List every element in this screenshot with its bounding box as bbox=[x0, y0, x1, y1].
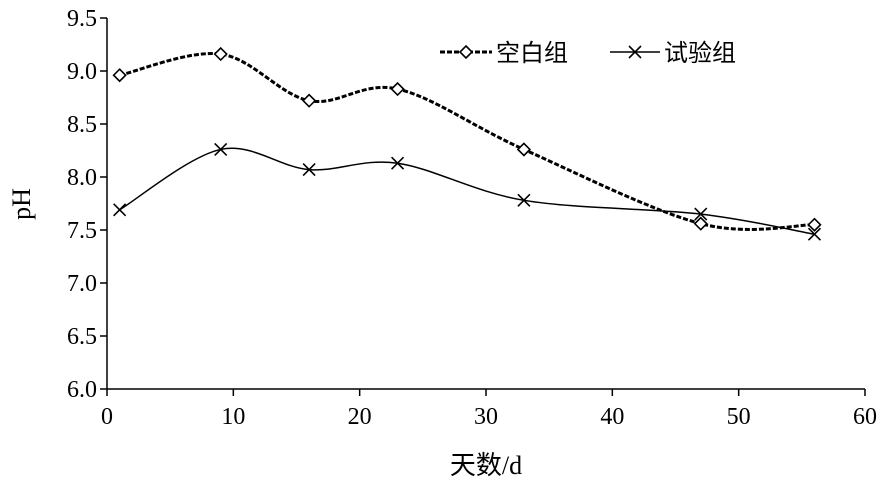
y-tick-label: 6.5 bbox=[67, 324, 97, 350]
y-tick-label: 8.0 bbox=[67, 165, 97, 191]
data-point-diamond bbox=[807, 217, 822, 232]
data-point-diamond bbox=[112, 68, 127, 83]
data-point-diamond bbox=[693, 216, 708, 231]
data-point-x bbox=[214, 142, 228, 157]
data-point-x bbox=[807, 227, 822, 241]
legend: 空白组 试验组 bbox=[440, 39, 736, 67]
data-point-diamond bbox=[213, 46, 228, 62]
data-point-x bbox=[391, 156, 405, 170]
series-layer bbox=[112, 46, 822, 241]
x-tick-label: 10 bbox=[221, 404, 245, 430]
axes bbox=[106, 18, 865, 390]
y-tick-label: 6.0 bbox=[67, 377, 97, 403]
data-point-diamond bbox=[516, 142, 532, 157]
y-tick-label: 9.0 bbox=[67, 59, 97, 85]
y-tick-label: 7.0 bbox=[67, 271, 97, 297]
x-tick-label: 20 bbox=[348, 404, 372, 430]
y-tick-label: 8.5 bbox=[67, 112, 97, 138]
series-line-1 bbox=[119, 147, 815, 235]
series-line-0 bbox=[119, 52, 815, 231]
data-point-x bbox=[694, 207, 708, 221]
y-axis-title: pH bbox=[7, 188, 36, 220]
legend-marker-x bbox=[628, 45, 642, 59]
data-point-x bbox=[517, 193, 531, 207]
data-point-x bbox=[302, 163, 316, 177]
data-point-x bbox=[113, 203, 127, 217]
data-point-diamond bbox=[302, 93, 317, 108]
x-tick-label: 30 bbox=[474, 404, 498, 430]
legend-marker-diamond bbox=[458, 44, 474, 60]
data-point-diamond bbox=[390, 81, 405, 97]
x-axis-title: 天数/d bbox=[450, 451, 522, 480]
x-tick-label: 40 bbox=[600, 404, 624, 430]
x-tick-label: 0 bbox=[101, 404, 113, 430]
x-ticks: 0 10 20 30 40 50 60 bbox=[101, 389, 877, 430]
legend-label-blank: 空白组 bbox=[496, 39, 568, 67]
legend-label-test: 试验组 bbox=[664, 39, 736, 67]
y-tick-label: 9.5 bbox=[67, 6, 97, 32]
y-ticks: 6.0 6.5 7.0 7.5 8.0 8.5 9.0 9.5 bbox=[67, 6, 107, 403]
y-tick-label: 7.5 bbox=[67, 218, 97, 244]
x-tick-label: 60 bbox=[853, 404, 877, 430]
x-tick-label: 50 bbox=[727, 404, 751, 430]
